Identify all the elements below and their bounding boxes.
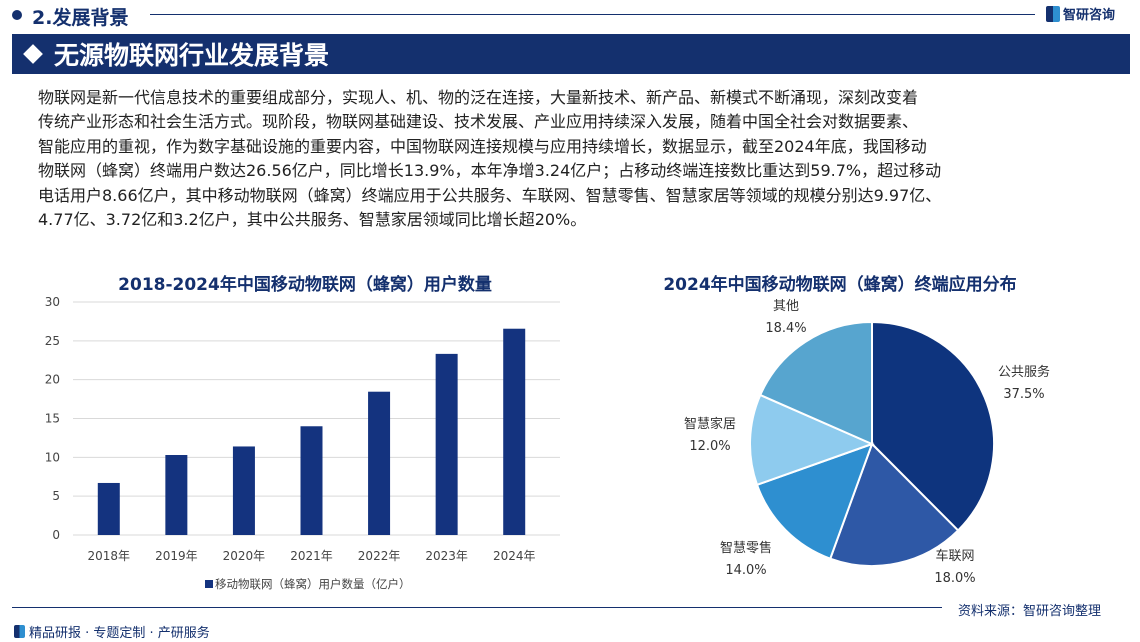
pie-chart-title: 2024年中国移动物联网（蜂窝）终端应用分布 (663, 275, 1017, 295)
section-title: 2.发展背景 (32, 7, 129, 29)
bar (368, 391, 391, 535)
paragraph-line: 4.77亿、3.72亿和3.2亿户，其中公共服务、智慧家居领域同比增长超20%。 (38, 210, 587, 230)
bar (165, 455, 188, 535)
y-tick-label: 25 (45, 334, 60, 348)
paragraph-line: 物联网是新一代信息技术的重要组成部分，实现人、机、物的泛在连接，大量新技术、新产… (38, 88, 919, 107)
y-tick-label: 15 (45, 412, 60, 426)
title-banner: 无源物联网行业发展背景 (12, 34, 1130, 74)
x-tick-label: 2019年 (155, 549, 198, 563)
slice-percent: 18.4% (765, 321, 806, 336)
logo-icon (1046, 5, 1060, 22)
y-tick-label: 20 (45, 373, 60, 387)
y-tick-label: 30 (45, 295, 60, 309)
legend-swatch (205, 580, 213, 588)
pie-slice (758, 320, 873, 446)
slice-label: 智慧家居 (684, 416, 736, 432)
section-bullet (12, 10, 22, 20)
bar (97, 482, 120, 535)
bar (300, 426, 323, 535)
x-tick-label: 2024年 (493, 549, 536, 563)
slice-label: 公共服务 (998, 364, 1050, 380)
x-tick-label: 2022年 (358, 549, 401, 563)
paragraph-line: 传统产业形态和社会生活方式。现阶段，物联网基础建设、技术发展、产业应用持续深入发… (38, 112, 919, 132)
slice-percent: 14.0% (725, 563, 766, 578)
legend-label: 移动物联网（蜂窝）用户数量（亿户） (215, 577, 411, 591)
slice-percent: 12.0% (689, 439, 730, 454)
paragraph-line: 电话用户8.66亿户，其中移动物联网（蜂窝）终端应用于公共服务、车联网、智慧零售… (38, 185, 942, 205)
pie-slice (871, 320, 995, 532)
bar (503, 328, 526, 535)
bar (232, 446, 255, 535)
source-note: 资料来源：智研咨询整理 (958, 604, 1102, 619)
footer-divider (12, 607, 942, 608)
x-tick-label: 2020年 (223, 549, 266, 563)
slice-label: 其他 (773, 299, 799, 314)
bar-chart-title: 2018-2024年中国移动物联网（蜂窝）用户数量 (118, 275, 492, 295)
page-title: 无源物联网行业发展背景 (54, 41, 330, 70)
bar (435, 353, 458, 535)
slogan-text: 精品研报 · 专题定制 · 产研服务 (29, 626, 210, 641)
brand-logo: 智研咨询 (1046, 4, 1115, 23)
pie-slice (755, 442, 874, 560)
x-tick-label: 2023年 (425, 549, 468, 563)
slice-label: 车联网 (935, 548, 974, 564)
intro-paragraph: 物联网是新一代信息技术的重要组成部分，实现人、机、物的泛在连接，大量新技术、新产… (38, 86, 1128, 232)
pie-slice (828, 442, 960, 567)
x-tick-label: 2018年 (88, 549, 131, 563)
paragraph-line: 物联网（蜂窝）终端用户数达26.56亿户，同比增长13.9%，本年净增3.24亿… (38, 161, 942, 181)
y-tick-label: 0 (52, 528, 60, 542)
y-tick-label: 10 (45, 450, 60, 464)
slice-percent: 18.0% (934, 571, 975, 586)
pie-slice (749, 393, 875, 487)
logo-icon (14, 625, 25, 638)
y-tick-label: 5 (52, 489, 60, 503)
divider (150, 14, 1035, 15)
x-tick-label: 2021年 (290, 549, 333, 563)
slice-percent: 37.5% (1003, 387, 1044, 402)
paragraph-line: 智能应用的重视，作为数字基础设施的重要内容，中国物联网连接规模与应用持续增长，数… (38, 136, 927, 156)
brand-name: 智研咨询 (1063, 8, 1116, 23)
slice-label: 智慧零售 (720, 540, 772, 556)
footer-slogan: 精品研报 · 专题定制 · 产研服务 (14, 622, 210, 641)
